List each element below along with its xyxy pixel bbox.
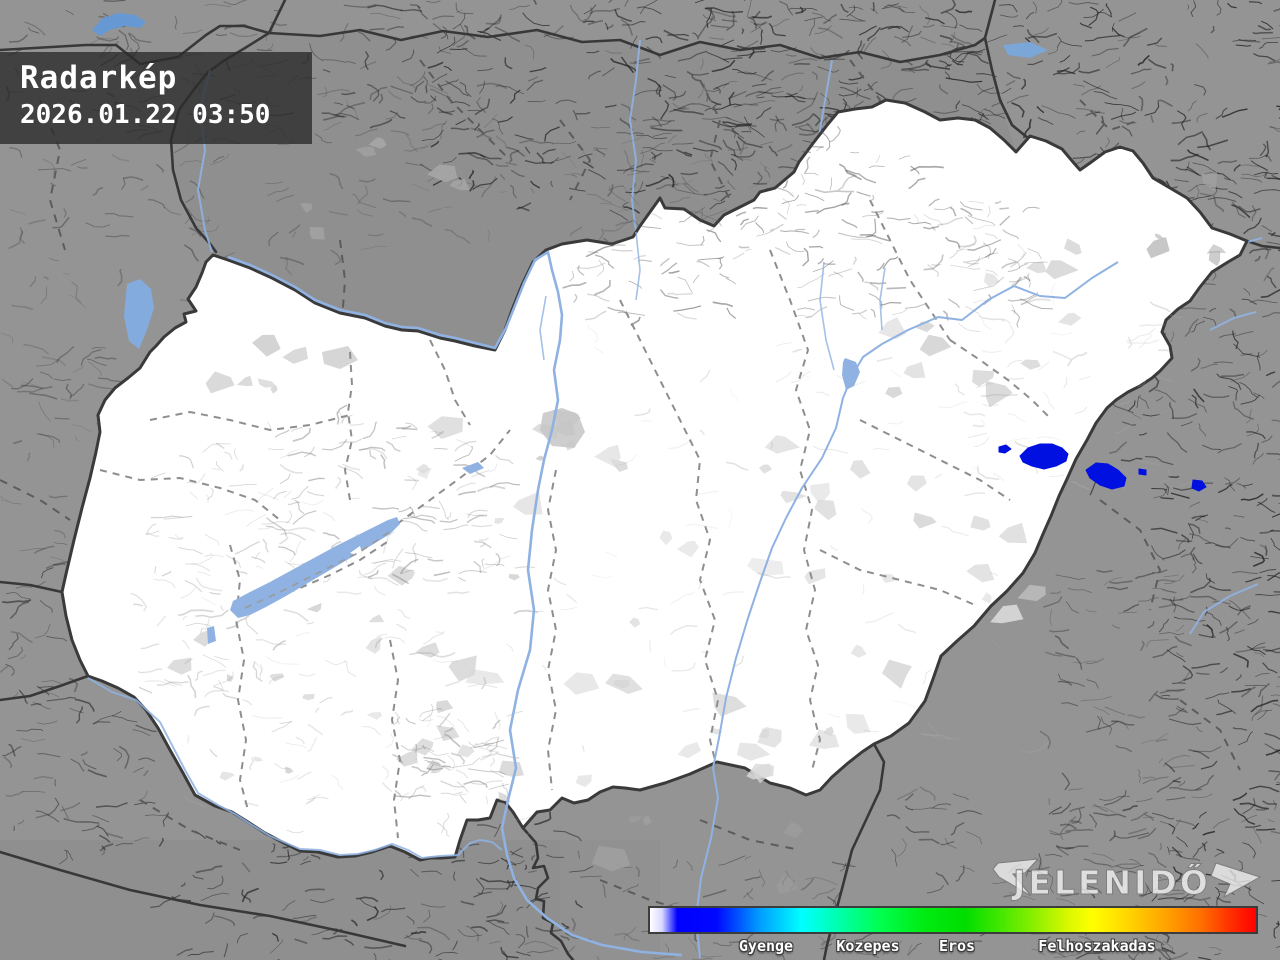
legend-label-weak: Gyenge [738,937,794,955]
timestamp: 2026.01.22 03:50 [20,100,271,130]
legend-label-medium: Kozepes [836,937,900,955]
page-title: Radarkép [20,60,178,96]
radar-echo [1085,462,1127,490]
radar-echo [1019,443,1069,470]
terrain-relief-inside [130,125,1193,840]
title-box: Radarkép 2026.01.22 03:50 [0,52,312,144]
rivers-and-lakes [87,231,1119,959]
landcover-patches [167,137,1227,931]
radar-echo [1191,479,1207,492]
jelenido-logo: JELENIDŐ [992,858,1262,902]
foreign-district-borders [0,59,1241,916]
legend-label-cloudburst: Felhoszakadas [1038,937,1156,955]
radar-echo [998,444,1012,454]
logo-text: JELENIDŐ [1011,862,1211,902]
logo-right-arrow-icon [1210,862,1262,899]
intensity-scale-bar [648,906,1258,934]
logo-left-arrow-icon [992,858,1040,897]
legend-label-strong: Eros [938,937,976,955]
radar-echoes [998,443,1207,492]
radar-echo [1138,468,1147,476]
